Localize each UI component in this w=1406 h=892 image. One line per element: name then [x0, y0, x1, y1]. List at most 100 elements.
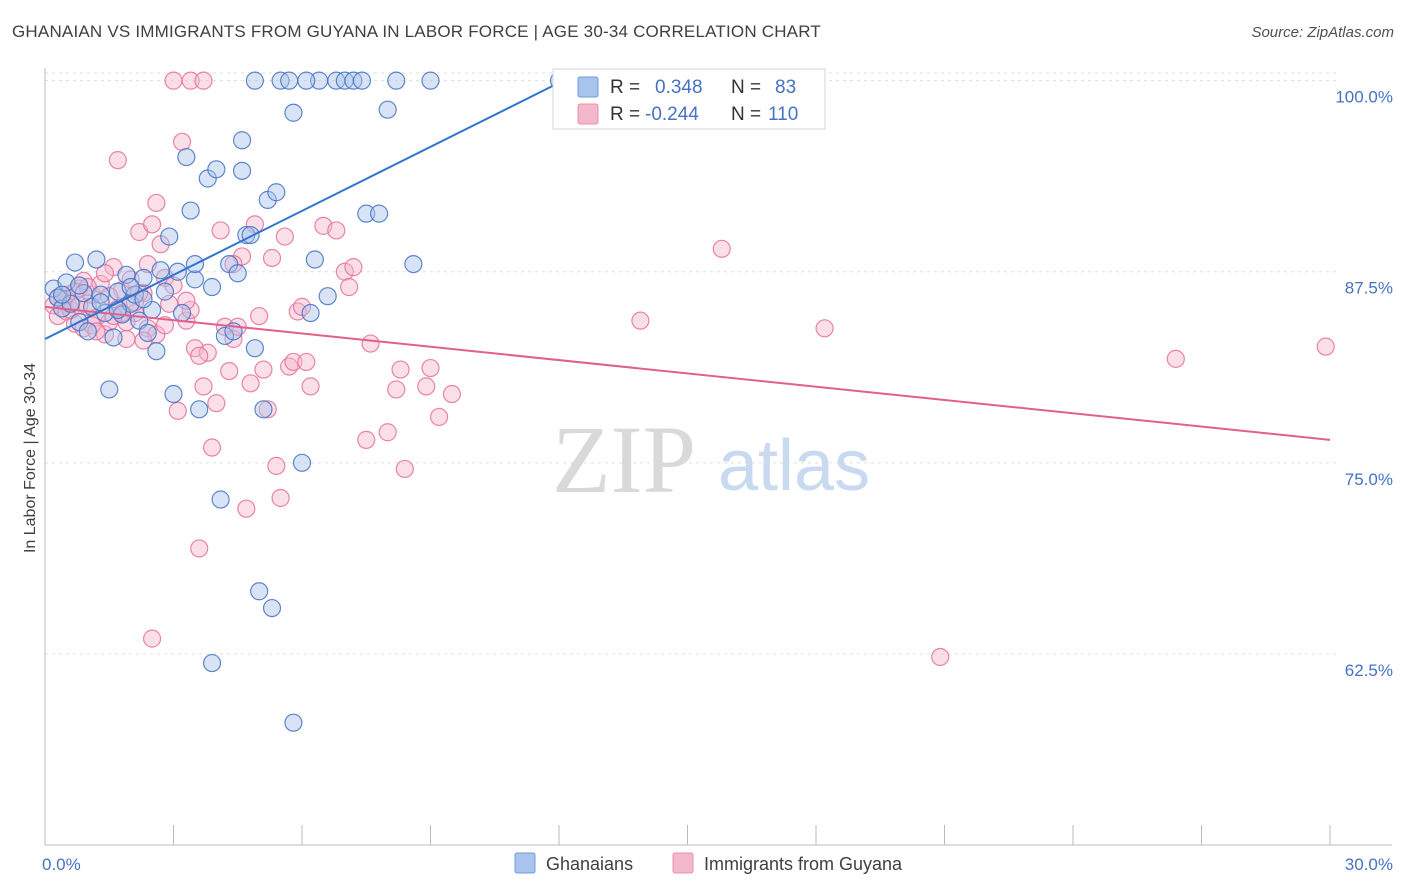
scatter-point [142, 629, 162, 648]
scatter-point [190, 400, 209, 419]
scatter-point [442, 384, 462, 404]
scatter-point [391, 360, 410, 379]
series-immigrants-from-guyana [44, 71, 1335, 667]
scatter-point [237, 499, 256, 518]
scatter-point [160, 227, 179, 246]
scatter-point [164, 384, 183, 404]
scatter-point [318, 287, 337, 306]
y-tick-label: 62.5% [1345, 661, 1393, 680]
scatter-point [297, 71, 316, 90]
legend-r-label-pink: R = [610, 104, 640, 125]
legend-swatch-pink [577, 103, 599, 125]
scatter-point [100, 380, 119, 399]
scatter-point [211, 221, 230, 240]
scatter-point [344, 258, 363, 277]
scatter-point [1316, 337, 1335, 356]
scatter-point [104, 328, 123, 347]
axes [44, 68, 1392, 846]
legend-r-label-blue: R = [610, 77, 640, 98]
scatter-point [155, 282, 175, 301]
scatter-point [194, 377, 213, 396]
y-tick-label: 75.0% [1345, 470, 1393, 489]
bottom-legend: Ghanaians Immigrants from Guyana [514, 852, 903, 874]
scatter-point [361, 334, 380, 353]
scatter-point [254, 400, 273, 419]
y-tick-label: 87.5% [1345, 279, 1393, 298]
scatter-point [220, 361, 239, 381]
scatter-point [194, 71, 213, 90]
scatter-point [292, 453, 312, 472]
scatter-point [1166, 349, 1185, 368]
scatter-point [357, 430, 376, 449]
scatter-point [241, 374, 260, 393]
scatter-point [284, 103, 303, 122]
scatter-point [147, 193, 166, 213]
scatter-point [370, 204, 389, 223]
legend-swatch-blue [577, 76, 599, 98]
scatter-point [207, 394, 226, 413]
trend-line-guyana [44, 305, 1331, 441]
scatter-point [91, 285, 110, 304]
scatter-point [87, 250, 106, 269]
scatter-point [297, 352, 316, 372]
scatter-point [207, 160, 226, 179]
scatter-point [138, 323, 157, 342]
scatter-point [185, 270, 205, 289]
scatter-point [262, 248, 282, 268]
scatter-point [417, 377, 436, 396]
scatter-point [395, 459, 414, 479]
bottom-legend-swatch-pink [672, 852, 694, 874]
grid-lines [45, 72, 1340, 655]
x-tick-label: 30.0% [1345, 855, 1393, 874]
watermark-zip: ZIP [552, 406, 696, 513]
scatter-point [931, 647, 950, 667]
scatter-point [164, 71, 183, 90]
scatter-point [228, 264, 247, 283]
scatter-point [275, 227, 294, 246]
bottom-legend-label-blue: Ghanaians [546, 854, 633, 874]
scatter-point [177, 147, 196, 167]
scatter-point [305, 250, 324, 269]
scatter-point [815, 319, 834, 338]
scatter-point [181, 201, 200, 220]
scatter-point [357, 204, 376, 223]
bottom-legend-label-pink: Immigrants from Guyana [704, 854, 903, 874]
watermark-atlas: atlas [718, 426, 870, 506]
y-tick-labels: 100.0% 87.5% 75.0% 62.5% [1335, 88, 1393, 680]
scatter-point [429, 407, 449, 427]
scatter-point [254, 360, 273, 379]
scatter-point [202, 438, 222, 457]
scatter-point [147, 342, 166, 361]
watermark: ZIP atlas [552, 406, 870, 513]
legend-n-value-pink: 110 [768, 104, 798, 125]
scatter-point [301, 303, 320, 323]
scatter-point [327, 221, 346, 240]
scatter-point [215, 326, 234, 346]
scatter-point [181, 71, 200, 90]
scatter-point [190, 539, 209, 558]
scatter-point [172, 132, 192, 151]
scatter-point [267, 456, 286, 475]
scatter-point [108, 151, 127, 170]
scatter-point [224, 254, 243, 274]
scatter-point [151, 261, 170, 280]
scatter-point [352, 71, 372, 90]
scatter-point [421, 358, 440, 378]
x-tick-label: 0.0% [42, 855, 81, 874]
scatter-point [284, 352, 303, 372]
stats-legend: R = 0.348 N = 83 R = -0.244 N = 110 [552, 68, 826, 130]
scatter-point [421, 71, 440, 90]
scatter-point [712, 239, 731, 258]
legend-n-label-blue: N = [731, 77, 761, 98]
legend-n-value-blue: 83 [775, 77, 796, 98]
scatter-point [258, 400, 277, 419]
scatter-point [245, 71, 264, 90]
scatter-point [245, 339, 264, 358]
scatter-point [211, 490, 230, 509]
scatter-point [232, 131, 252, 150]
scatter-point [65, 253, 85, 272]
y-axis-label: In Labor Force | Age 30-34 [22, 363, 39, 553]
scatter-point [134, 268, 153, 287]
scatter-point [172, 303, 192, 323]
